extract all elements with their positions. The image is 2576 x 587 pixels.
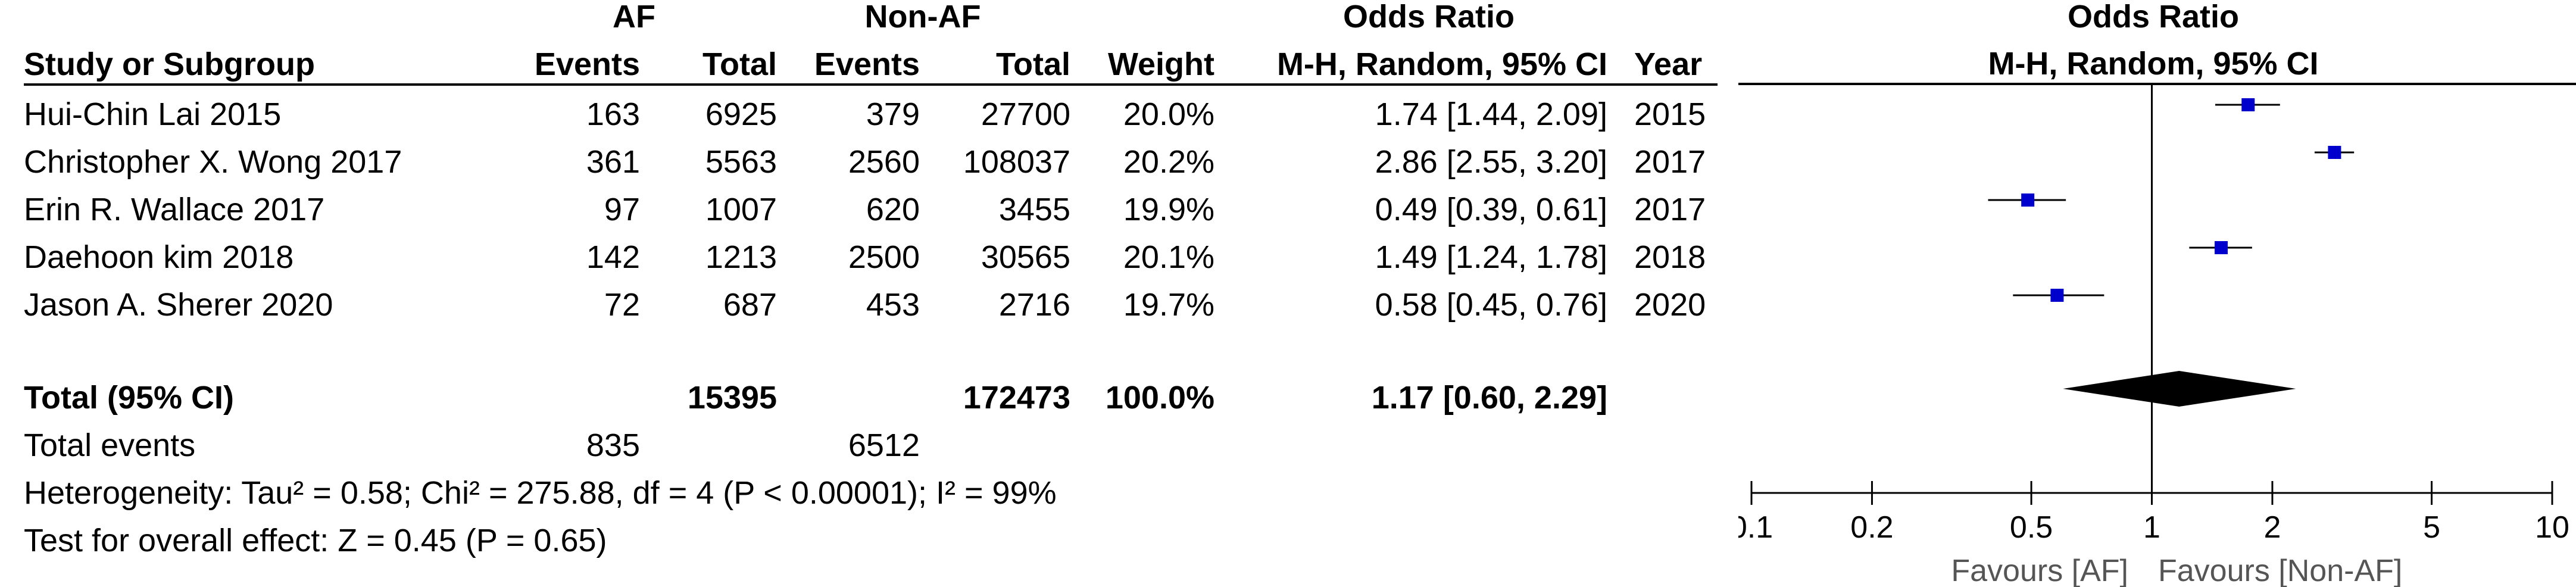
total-nonaf: 2716: [998, 287, 1070, 323]
weight: 19.9%: [1123, 192, 1214, 227]
col-method-header: M-H, Random, 95% CI: [1276, 46, 1607, 82]
weight: 20.1%: [1123, 239, 1214, 275]
odds-ratio-ci: 0.49 [0.39, 0.61]: [1375, 192, 1607, 227]
study-name: Hui-Chin Lai 2015: [24, 96, 282, 132]
header-rule: [24, 83, 1718, 86]
favours-left-label: Favours [AF]: [1951, 554, 2128, 587]
events-nonaf: 2560: [848, 144, 920, 180]
study-name: Daehoon kim 2018: [24, 239, 294, 275]
events-ev1: 835: [586, 427, 640, 463]
study-name: Jason A. Sherer 2020: [24, 287, 333, 323]
total-af: 1213: [705, 239, 777, 275]
total-label: Total (95% CI): [24, 380, 235, 416]
x-tick-label: 0.2: [1850, 510, 1893, 545]
heterogeneity-text: Heterogeneity: Tau² = 0.58; Chi² = 275.8…: [24, 475, 1057, 511]
plot-marks: 0.1 0.2 0.5 1 2 5 10: [1738, 84, 2569, 545]
year: 2017: [1634, 144, 1706, 180]
year: 2017: [1634, 192, 1706, 227]
events-af: 97: [604, 192, 640, 227]
favours-right-label: Favours [Non-AF]: [2158, 554, 2402, 587]
study-marker: [2328, 146, 2341, 159]
col-events1-header: Events: [534, 46, 640, 82]
odds-ratio-ci: 1.49 [1.24, 1.78]: [1375, 239, 1607, 275]
year: 2018: [1634, 239, 1706, 275]
year: 2015: [1634, 96, 1706, 132]
study-marker: [2214, 241, 2228, 254]
total-nonaf: 108037: [963, 144, 1070, 180]
events-af: 142: [586, 239, 640, 275]
events-af: 361: [586, 144, 640, 180]
col-total1-header: Total: [702, 46, 777, 82]
total-tot2: 172473: [963, 380, 1070, 416]
or-group-header: Odds Ratio: [1342, 0, 1515, 35]
pooled-diamond: [2063, 371, 2296, 407]
x-tick-label: 0.1: [1738, 510, 1773, 545]
study-marker: [2021, 193, 2035, 207]
total-weight: 100.0%: [1105, 380, 1214, 416]
x-tick-label: 10: [2535, 510, 2569, 545]
total-af: 687: [723, 287, 777, 323]
x-tick-label: 0.5: [2010, 510, 2053, 545]
events-nonaf: 2500: [848, 239, 920, 275]
study-name: Christopher X. Wong 2017: [24, 144, 402, 180]
events-nonaf: 620: [866, 192, 920, 227]
weight: 19.7%: [1123, 287, 1214, 323]
weight: 20.2%: [1123, 144, 1214, 180]
col-study-header: Study or Subgroup: [24, 46, 315, 82]
total-af: 5563: [705, 144, 777, 180]
col-year-header: Year: [1634, 46, 1703, 82]
col-events2-header: Events: [814, 46, 920, 82]
group1-header: AF: [613, 0, 655, 35]
events-label: Total events: [24, 427, 196, 463]
events-af: 72: [604, 287, 640, 323]
weight: 20.0%: [1123, 96, 1214, 132]
group2-header: Non-AF: [864, 0, 981, 35]
total-af: 1007: [705, 192, 777, 227]
study-marker: [2050, 289, 2064, 302]
forest-plot: Odds Ratio M-H, Random, 95% CI 0.1 0.2 0.5…: [1738, 0, 2576, 587]
x-tick-label: 5: [2423, 510, 2440, 545]
total-nonaf: 27700: [981, 96, 1070, 132]
plot-title: Odds Ratio: [2068, 0, 2239, 35]
events-ev2: 6512: [848, 427, 920, 463]
total-af: 6925: [705, 96, 777, 132]
col-weight-header: Weight: [1108, 46, 1214, 82]
study-marker: [2241, 98, 2255, 111]
x-tick-label: 1: [2143, 510, 2160, 545]
odds-ratio-ci: 1.74 [1.44, 2.09]: [1375, 96, 1607, 132]
total-tot1: 15395: [687, 380, 777, 416]
year: 2020: [1634, 287, 1706, 323]
odds-ratio-ci: 2.86 [2.55, 3.20]: [1375, 144, 1607, 180]
total-ci: 1.17 [0.60, 2.29]: [1371, 380, 1607, 416]
total-nonaf: 30565: [981, 239, 1070, 275]
total-nonaf: 3455: [998, 192, 1070, 227]
odds-ratio-ci: 0.58 [0.45, 0.76]: [1375, 287, 1607, 323]
x-tick-label: 2: [2263, 510, 2281, 545]
col-total2-header: Total: [996, 46, 1070, 82]
events-nonaf: 453: [866, 287, 920, 323]
study-name: Erin R. Wallace 2017: [24, 192, 325, 227]
events-af: 163: [586, 96, 640, 132]
events-nonaf: 379: [866, 96, 920, 132]
overall-effect-text: Test for overall effect: Z = 0.45 (P = 0…: [24, 523, 607, 558]
plot-subtitle: M-H, Random, 95% CI: [1988, 46, 2318, 82]
